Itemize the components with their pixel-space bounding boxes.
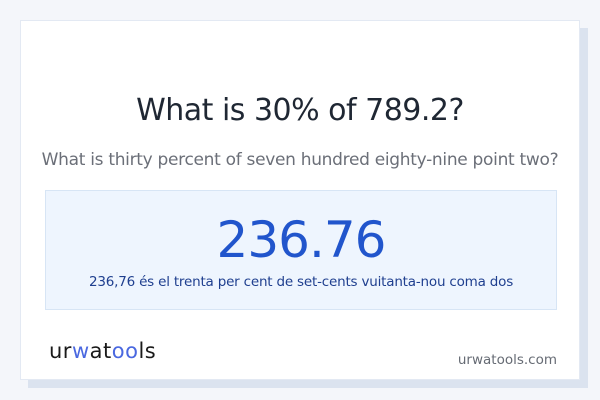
- result-words: 236,76 és el trenta per cent de set-cent…: [88, 274, 514, 290]
- page-title: What is 30% of 789.2?: [136, 93, 464, 128]
- urwatools-logo: urwatools: [49, 339, 157, 363]
- page-subtitle: What is thirty percent of seven hundred …: [41, 150, 559, 170]
- result-box: 236.76 236,76 és el trenta per cent de s…: [45, 190, 557, 310]
- result-value: 236.76: [216, 211, 387, 269]
- result-card: What is 30% of 789.2? What is thirty per…: [20, 20, 580, 380]
- site-url: urwatools.com: [457, 352, 557, 368]
